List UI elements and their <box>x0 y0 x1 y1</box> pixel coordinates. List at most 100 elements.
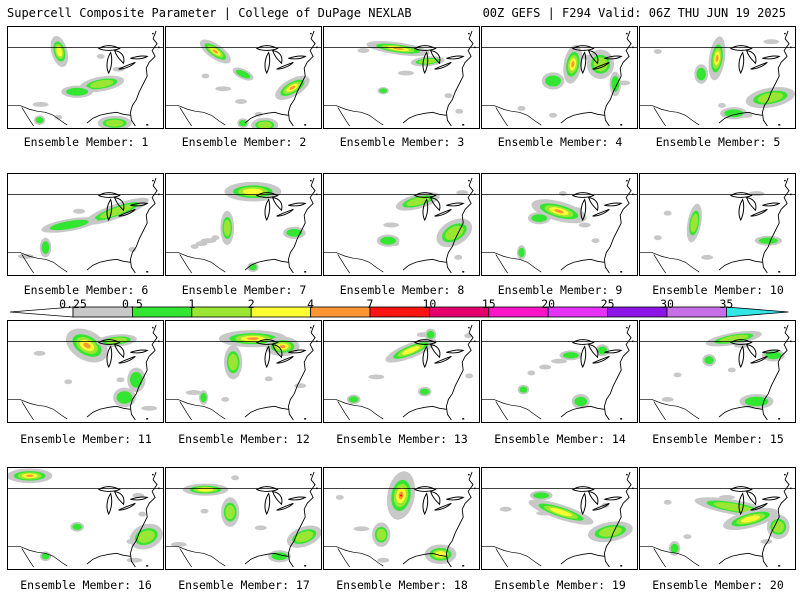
scp-level-4 <box>571 61 575 68</box>
colorbar-tick-label: 7 <box>366 297 374 311</box>
scp-noise-patch <box>353 526 370 532</box>
scp-contour-cluster <box>224 345 243 380</box>
scp-contour-cluster <box>346 394 361 405</box>
colorbar-segment <box>250 306 311 318</box>
scp-level-2 <box>719 334 749 343</box>
scp-level-3 <box>402 346 420 355</box>
ensemble-member-label: Ensemble Member: 6 <box>23 283 149 297</box>
scp-level-1 <box>704 356 714 365</box>
scp-contour-cluster <box>424 328 437 341</box>
scp-noise-patch <box>335 494 344 500</box>
scp-level-1 <box>419 388 430 395</box>
scp-level-2 <box>137 530 155 543</box>
scp-noise-patch <box>73 208 86 214</box>
scp-contour-cluster <box>754 235 782 246</box>
scp-noise-patch <box>54 114 63 120</box>
ensemble-member-label: Ensemble Member: 9 <box>497 283 623 297</box>
scp-contour-cluster <box>232 67 254 81</box>
scp-contour-cluster <box>182 483 229 496</box>
scp-noise-patch <box>17 253 34 259</box>
ensemble-member-map <box>639 173 796 276</box>
scp-level-1 <box>426 330 435 339</box>
scp-contour-cluster <box>198 390 209 405</box>
scp-contour-cluster <box>745 87 795 109</box>
scp-contour-cluster <box>41 217 98 233</box>
ensemble-member-map <box>323 26 480 129</box>
scp-contour-cluster <box>376 234 400 247</box>
scp-level-4 <box>715 54 719 62</box>
scp-noise-patch <box>235 99 247 104</box>
scp-level-1 <box>758 237 778 244</box>
ensemble-member-map <box>639 467 796 570</box>
ensemble-member-map <box>481 173 638 276</box>
scp-noise-patch <box>663 499 672 505</box>
scp-contour-cluster <box>417 386 432 397</box>
ensemble-member-map <box>165 467 322 570</box>
scp-contour-cluster <box>708 36 726 81</box>
scp-contour-cluster <box>720 107 748 120</box>
basemap-outline <box>640 177 795 274</box>
scp-noise-patch <box>618 80 631 86</box>
scp-noise-patch <box>383 222 400 228</box>
scp-contour-cluster <box>723 507 779 531</box>
scp-level-1 <box>41 241 50 254</box>
ensemble-member-label: Ensemble Member: 14 <box>494 432 626 446</box>
scp-level-1 <box>533 492 550 499</box>
ensemble-member-label: Ensemble Member: 2 <box>181 135 307 149</box>
scp-contour-cluster <box>113 387 136 408</box>
ensemble-member-map <box>639 320 796 423</box>
scp-contour-cluster <box>70 521 84 532</box>
scp-noise-patch <box>717 102 726 108</box>
scp-noise-patch <box>32 102 49 107</box>
ensemble-member-map <box>165 26 322 129</box>
ensemble-member-label: Ensemble Member: 3 <box>339 135 465 149</box>
ensemble-member-map <box>7 26 164 129</box>
scp-noise-patch <box>170 542 187 547</box>
ensemble-member-label: Ensemble Member: 1 <box>23 135 149 149</box>
scp-noise-patch <box>539 364 552 370</box>
basemap-outline <box>324 324 479 421</box>
ensemble-member-map <box>7 320 164 423</box>
scp-level-1 <box>35 117 44 124</box>
scp-contour-cluster <box>424 544 457 565</box>
scp-level-1 <box>248 264 257 271</box>
scp-contour-cluster <box>377 87 389 95</box>
scp-level-3 <box>243 188 263 195</box>
scp-noise-patch <box>185 390 202 396</box>
scp-contour-cluster <box>609 71 621 97</box>
basemap-outline <box>8 30 163 127</box>
scp-noise-patch <box>454 254 463 260</box>
scp-contour-cluster <box>516 245 527 260</box>
scp-noise-patch <box>499 506 512 512</box>
scp-noise-patch <box>264 376 273 382</box>
scp-contour-cluster <box>527 211 551 225</box>
scp-level-1 <box>724 109 744 118</box>
colorbar-tick-label: 1 <box>188 297 196 311</box>
scp-noise-patch <box>456 190 469 196</box>
scp-level-1 <box>744 396 769 407</box>
scp-level-1 <box>519 386 528 393</box>
scp-level-2 <box>257 121 272 128</box>
scp-contour-cluster <box>61 85 94 98</box>
scp-noise-patch <box>200 238 217 244</box>
scp-level-2 <box>105 119 124 127</box>
ensemble-member-label: Ensemble Member: 4 <box>497 135 623 149</box>
scp-contour-cluster <box>559 350 583 361</box>
scp-level-3 <box>741 515 761 523</box>
scp-contour-cluster <box>571 394 590 409</box>
scp-noise-patch <box>221 396 230 402</box>
basemap-outline <box>482 177 637 274</box>
scp-level-2 <box>757 92 784 103</box>
ensemble-member-map <box>323 173 480 276</box>
scp-noise-patch <box>578 222 591 228</box>
scp-level-1 <box>200 392 207 403</box>
scp-level-4 <box>83 342 91 349</box>
scp-level-2 <box>376 528 386 541</box>
ensemble-member-label: Ensemble Member: 5 <box>655 135 781 149</box>
ensemble-member-map <box>7 467 164 570</box>
scp-contour-cluster <box>395 192 440 211</box>
colorbar-tick-label: 0.5 <box>122 297 143 311</box>
scp-contour-cluster <box>237 118 249 128</box>
scp-level-2 <box>406 196 430 207</box>
ensemble-member-map <box>165 173 322 276</box>
